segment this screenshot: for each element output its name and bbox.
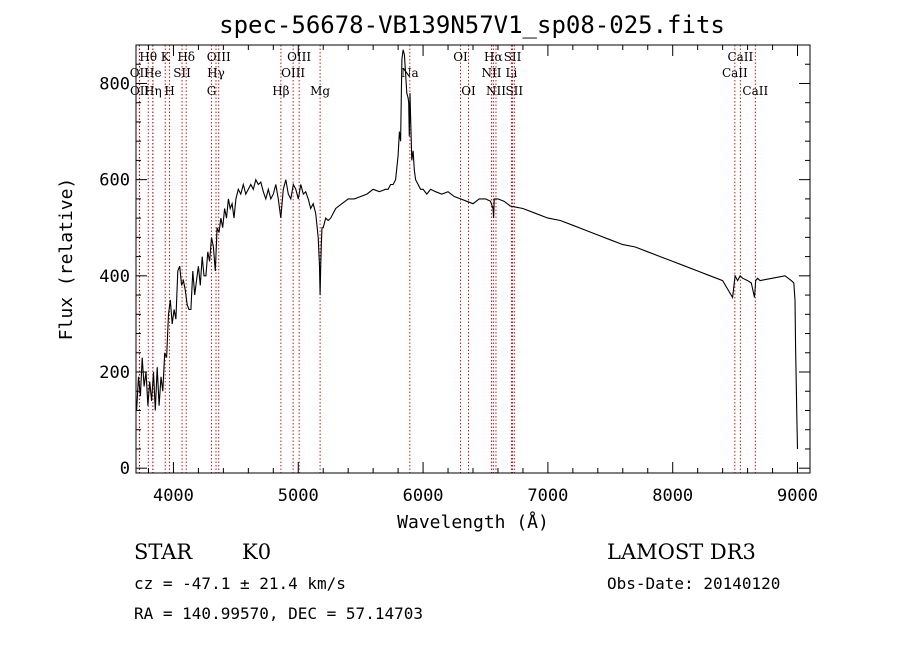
line-label-4: Hη (144, 84, 162, 98)
x-axis-label: Wavelength (Å) (397, 511, 549, 533)
x-tick-label-2: 6000 (403, 486, 444, 506)
line-label-23: Li (506, 66, 518, 80)
y-tick-label-2: 400 (99, 267, 130, 287)
y-tick-label-0: 0 (120, 459, 130, 479)
line-label-3: He (144, 66, 162, 80)
coordinates: RA = 140.99570, DEC = 57.14703 (134, 604, 423, 623)
y-axis-ticks: 0 200 400 600 800 (99, 44, 810, 479)
line-markers (138, 45, 756, 473)
x-axis-ticks: 4000 5000 6000 7000 8000 9000 (147, 45, 818, 506)
line-label-6: H (164, 84, 174, 98)
line-label-7: SII (173, 66, 191, 80)
line-label-12: Hβ (272, 84, 289, 98)
y-tick-label-1: 200 (99, 363, 130, 383)
line-label-2: OII (130, 84, 150, 98)
y-axis-label: Flux (relative) (56, 178, 77, 341)
line-label-15: Mg (310, 84, 330, 98)
line-label-20: NII (481, 66, 501, 80)
line-label-27: CaII (742, 84, 768, 98)
line-label-1: OII (130, 66, 150, 80)
line-label-17: OI (453, 50, 468, 64)
line-label-14: OIII (281, 66, 305, 80)
x-tick-label-3: 7000 (527, 486, 568, 506)
line-label-9: OIII (207, 50, 231, 64)
obs-date: Obs-Date: 20140120 (607, 574, 781, 593)
line-label-5: K (161, 50, 171, 64)
line-label-0: Hθ (139, 50, 157, 64)
spectrum-line (136, 49, 799, 450)
line-label-10: Hγ (207, 66, 225, 80)
x-tick-label-0: 4000 (153, 486, 194, 506)
line-label-11: G (207, 84, 217, 98)
line-label-8: Hδ (177, 50, 195, 64)
redshift-info: cz = -47.1 ± 21.4 km/s (134, 574, 346, 593)
line-label-18: OI (461, 84, 476, 98)
subclass: K0 (242, 540, 272, 564)
line-label-19: Hα (484, 50, 503, 64)
line-label-21: NII (486, 84, 506, 98)
line-label-24: SII (505, 84, 523, 98)
x-tick-label-1: 5000 (278, 486, 319, 506)
object-type: STAR (134, 540, 193, 564)
y-tick-label-4: 800 (99, 74, 130, 94)
line-label-13: OIII (287, 50, 311, 64)
plot-frame (135, 44, 811, 474)
line-label-26: CaII (722, 66, 748, 80)
line-label-22: SII (504, 50, 522, 64)
y-tick-label-3: 600 (99, 171, 130, 191)
line-label-16: Na (401, 66, 419, 80)
chart-title: spec-56678-VB139N57V1_sp08-025.fits (219, 11, 725, 39)
x-tick-label-4: 8000 (652, 486, 693, 506)
x-tick-label-5: 9000 (777, 486, 818, 506)
line-label-25: CaII (727, 50, 753, 64)
survey-name: LAMOST DR3 (607, 540, 756, 564)
